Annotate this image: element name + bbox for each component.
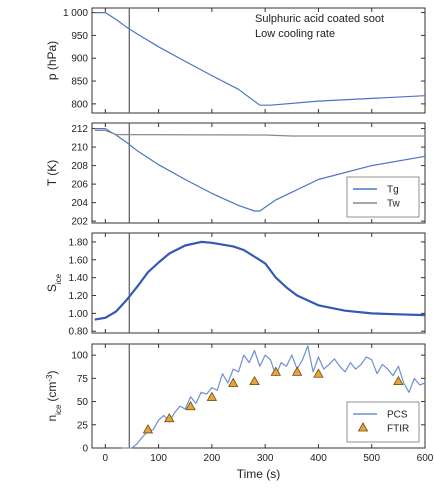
y-tick-label: 1.60 [69, 255, 89, 266]
legend: Tg Tw [346, 176, 420, 218]
legend: PCS FTIR [346, 401, 420, 443]
y-tick-label: 202 [71, 217, 88, 228]
y-axis-label: p (hPa) [45, 41, 59, 80]
panel-number-concentration: 100 75 50 25 0 0 100 200 300 400 500 600 nice(cm-3) P… [45, 343, 434, 481]
x-tick-label: 600 [417, 453, 434, 464]
y-tick-label: 950 [71, 31, 88, 42]
annotation-text: Sulphuric acid coated soot [255, 13, 384, 25]
series-line-pressure [94, 12, 426, 106]
ftir-point [206, 391, 218, 401]
y-axis-label: T (K) [45, 160, 59, 186]
plot-frame [91, 7, 426, 114]
plot-frame [91, 122, 426, 224]
ftir-point [142, 424, 154, 434]
x-tick-label: 300 [257, 453, 274, 464]
y-tick-label: 75 [77, 374, 89, 385]
x-tick-label: 400 [310, 453, 327, 464]
annotation-text: Low cooling rate [255, 28, 335, 40]
legend-label: FTIR [387, 424, 409, 435]
x-axis-label: Time (s) [237, 467, 281, 481]
y-tick-label: 25 [77, 420, 89, 431]
x-tick-label: 500 [363, 453, 380, 464]
plot-frame [91, 343, 426, 449]
legend-label: PCS [387, 410, 408, 421]
ftir-point [185, 400, 196, 411]
y-tick-label: 1.20 [69, 291, 89, 302]
legend-label: Tw [387, 199, 401, 210]
y-tick-label: 800 [71, 99, 88, 110]
panel-pressure: 1 000 950 900 850 800 p (hPa) Sulphuric acid c… [45, 7, 426, 114]
plot-frame [91, 232, 426, 334]
y-tick-label: 50 [77, 397, 89, 408]
y-axis-label: Sice [45, 273, 63, 292]
legend-label: Tg [387, 185, 399, 196]
x-tick-label: 100 [150, 453, 167, 464]
y-tick-label: 0.80 [69, 327, 89, 338]
y-tick-label: 1 000 [63, 8, 88, 19]
y-tick-label: 212 [71, 124, 88, 135]
series-line-tg [94, 128, 426, 212]
legend-box [346, 176, 420, 218]
ftir-point [228, 377, 239, 387]
panel-temperature: 212 210 208 206 204 202 T (K) Tg Tw [45, 122, 426, 228]
legend-box [346, 401, 420, 443]
y-tick-label: 208 [71, 161, 88, 172]
series-line-tw [94, 129, 425, 137]
series-line-saturation [94, 240, 426, 321]
x-tick-label: 200 [204, 453, 221, 464]
y-tick-label: 206 [71, 180, 88, 191]
y-tick-label: 0 [82, 444, 88, 455]
ftir-point [393, 375, 404, 386]
ftir-point [313, 368, 324, 378]
panel-saturation: 1.80 1.60 1.40 1.20 1.00 0.80 Sice [45, 232, 426, 338]
chart-panels: 1 000 950 900 850 800 p (hPa) Sulphuric acid c… [45, 7, 434, 481]
y-tick-label: 1.80 [69, 237, 89, 248]
y-tick-label: 1.40 [69, 273, 89, 284]
ftir-point [249, 375, 260, 386]
y-tick-label: 850 [71, 77, 88, 88]
y-tick-label: 100 [71, 351, 88, 362]
ftir-point [164, 412, 175, 423]
x-tick-label: 0 [103, 453, 109, 464]
y-tick-label: 204 [71, 198, 88, 209]
y-tick-label: 210 [71, 143, 88, 154]
y-tick-label: 1.00 [69, 309, 89, 320]
y-tick-label: 900 [71, 54, 88, 65]
y-axis-label: nice(cm-3) [45, 370, 63, 421]
ftir-point [270, 366, 281, 376]
ftir-point [291, 366, 303, 376]
legend-swatch [357, 422, 369, 432]
